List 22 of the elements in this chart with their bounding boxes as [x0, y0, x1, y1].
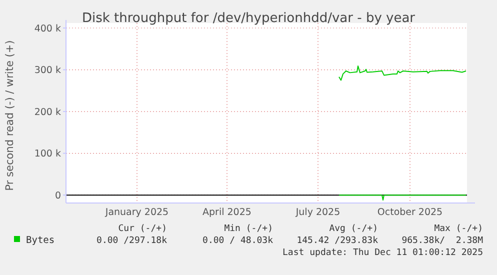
x-tick-label: January 2025 — [104, 207, 169, 218]
x-tick-label: July 2025 — [294, 207, 340, 218]
y-tick-label: 0 — [54, 190, 61, 202]
chart-title: Disk throughput for /dev/hyperionhdd/var - by year — [82, 11, 416, 26]
text: 0.00 /297.18k — [96, 236, 168, 246]
text: 0.00 / 48.03k — [202, 236, 274, 246]
text: Avg (-/+) — [329, 224, 378, 234]
text: Last update: Thu Dec 11 01:00:12 2025 — [282, 248, 483, 258]
y-tick-label: 200 k — [34, 106, 62, 118]
text: Max (-/+) — [434, 224, 483, 234]
text: Cur (-/+) — [118, 224, 167, 234]
x-tick-label: April 2025 — [202, 207, 252, 218]
y-tick-label: 400 k — [34, 23, 62, 34]
y-tick-label: 300 k — [34, 65, 62, 76]
y-tick-label: 100 k — [34, 148, 62, 160]
text: 145.42 /293.83k — [296, 236, 379, 246]
x-tick-label: October 2025 — [377, 207, 443, 218]
text: Min (-/+) — [224, 224, 273, 234]
text: 965.38k/ 2.38M — [402, 236, 484, 246]
line-series — [338, 66, 466, 81]
legend-label: Bytes — [26, 235, 55, 246]
y-axis-title: Pr second read (-) / write (+) — [4, 40, 16, 191]
